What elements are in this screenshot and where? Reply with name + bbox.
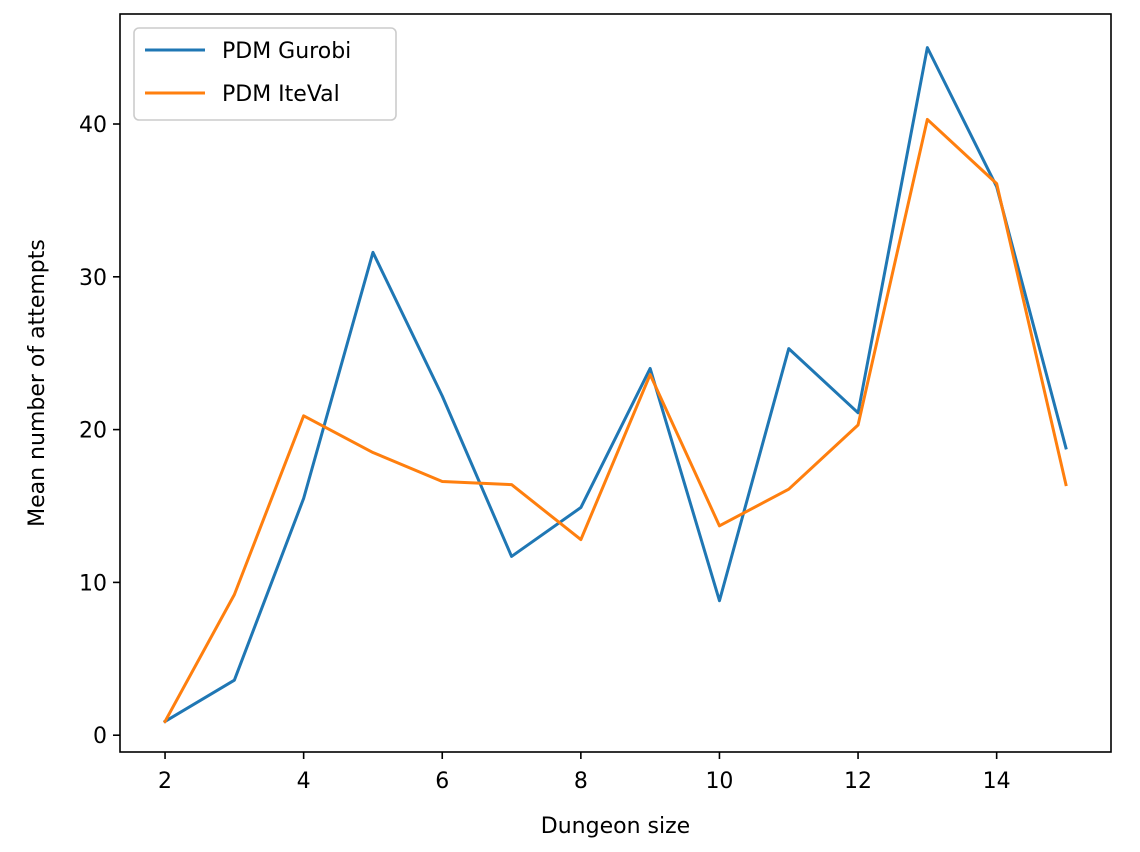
y-axis-ticks: 0 10 20 30 40	[79, 113, 120, 749]
x-tick-label: 10	[705, 769, 733, 794]
y-tick-label: 40	[79, 113, 107, 138]
x-tick-label: 2	[158, 769, 172, 794]
series-line-pdm-iteval	[163, 117, 1068, 724]
series-line-pdm-gurobi	[162, 46, 1068, 724]
x-tick-label: 6	[435, 769, 449, 794]
x-tick-label: 12	[844, 769, 872, 794]
y-tick-label: 0	[93, 724, 107, 749]
y-tick-label: 30	[79, 266, 107, 291]
x-axis-ticks: 2 4 6 8 10 12 14	[158, 752, 1011, 794]
plot-area-frame	[119, 13, 1112, 753]
x-tick-label: 4	[297, 769, 311, 794]
y-tick-label: 10	[79, 571, 107, 596]
x-tick-label: 14	[983, 769, 1011, 794]
legend-label-pdm-iteval: PDM IteVal	[222, 82, 340, 107]
legend-label-pdm-gurobi: PDM Gurobi	[222, 39, 351, 64]
x-tick-label: 8	[574, 769, 588, 794]
legend: PDM Gurobi PDM IteVal	[133, 27, 397, 121]
y-tick-label: 20	[79, 419, 107, 444]
x-axis-label: Dungeon size	[541, 814, 690, 839]
series-lines	[162, 46, 1068, 724]
y-axis-label: Mean number of attempts	[25, 239, 50, 527]
